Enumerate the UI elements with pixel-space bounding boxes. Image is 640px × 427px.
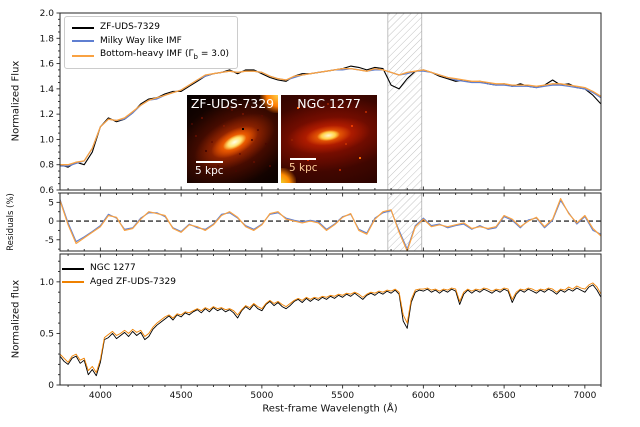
inset-title: NGC 1277 bbox=[297, 96, 361, 111]
galaxy-image-zf-uds-7329: ZF-UDS-7329 5 kpc bbox=[187, 95, 278, 183]
legend-label: NGC 1277 bbox=[90, 263, 136, 273]
svg-text:5500: 5500 bbox=[331, 391, 354, 401]
svg-text:0: 0 bbox=[48, 217, 54, 227]
legend-label: Aged ZF-UDS-7329 bbox=[90, 276, 176, 287]
x-axis-ticks bbox=[67, 193, 602, 251]
svg-text:0: 0 bbox=[48, 381, 54, 391]
legend-line-ngc-1277 bbox=[62, 267, 84, 270]
panel-spines bbox=[59, 253, 602, 386]
svg-text:0.5: 0.5 bbox=[40, 329, 54, 339]
svg-text:4000: 4000 bbox=[89, 391, 112, 401]
panel-spines bbox=[59, 192, 602, 252]
y-axis-ticks bbox=[56, 12, 60, 191]
legend-label: ZF-UDS-7329 bbox=[100, 22, 160, 32]
legend-line-milky-way-imf bbox=[72, 40, 94, 43]
svg-text:-5: -5 bbox=[45, 236, 54, 246]
masked-wavelength-region bbox=[387, 12, 423, 191]
legend-bottom: NGC 1277 Aged ZF-UDS-7329 bbox=[62, 262, 176, 289]
legend-line-aged-zf-uds-7329 bbox=[62, 281, 84, 284]
y-axis-tick-labels: 0.6 0.8 1.0 1.2 1.4 1.6 1.8 2.0 bbox=[40, 9, 55, 196]
inset-title: ZF-UDS-7329 bbox=[190, 96, 275, 111]
legend-line-bottom-heavy-imf bbox=[72, 55, 94, 58]
series-group bbox=[60, 65, 601, 168]
x-axis-ticks bbox=[67, 254, 602, 389]
legend-line-zf-uds-7329 bbox=[72, 26, 94, 29]
legend-entry: Bottom-heavy IMF (Γb = 3.0) bbox=[72, 48, 229, 64]
svg-text:1.8: 1.8 bbox=[40, 34, 55, 44]
scale-bar-label: 5 kpc bbox=[289, 162, 318, 174]
corner-artifact bbox=[260, 95, 278, 113]
svg-text:1.2: 1.2 bbox=[40, 110, 54, 120]
legend-label: Milky Way like IMF bbox=[100, 35, 182, 46]
scale-bar bbox=[196, 161, 223, 163]
svg-text:6500: 6500 bbox=[493, 391, 516, 401]
y-axis-ticks bbox=[56, 192, 60, 250]
scale-bar bbox=[290, 158, 316, 160]
series-bottom-heavy-imf-gamma-b-3-0- bbox=[60, 67, 601, 166]
x-axis-tick-labels: 4000 4500 5000 5500 6000 6500 7000 bbox=[89, 391, 597, 401]
masked-wavelength-region bbox=[387, 192, 423, 252]
series-group bbox=[60, 198, 601, 251]
x-axis-label: Rest-frame Wavelength (Å) bbox=[262, 403, 398, 415]
legend-entry: ZF-UDS-7329 bbox=[72, 21, 229, 35]
svg-text:1.4: 1.4 bbox=[40, 85, 55, 95]
scale-bar-label: 5 kpc bbox=[195, 165, 224, 177]
legend-entry: Aged ZF-UDS-7329 bbox=[62, 276, 176, 290]
svg-text:1.6: 1.6 bbox=[40, 60, 55, 70]
svg-text:5: 5 bbox=[48, 198, 54, 208]
series-ngc-1277 bbox=[60, 284, 601, 377]
legend-entry: Milky Way like IMF bbox=[72, 35, 229, 49]
y-axis-label-bottom: Normalized flux bbox=[10, 279, 22, 359]
svg-text:1.0: 1.0 bbox=[40, 278, 55, 288]
masked-pixel bbox=[241, 127, 244, 130]
legend-label: Bottom-heavy IMF (Γb = 3.0) bbox=[100, 49, 230, 61]
panel-top: 0.6 0.8 1.0 1.2 1.4 1.6 1.8 2.0 bbox=[40, 9, 602, 196]
series-milky-way-like-imf-residual bbox=[60, 199, 601, 250]
svg-text:1.0: 1.0 bbox=[40, 135, 55, 145]
svg-text:7000: 7000 bbox=[573, 391, 596, 401]
corner-artifact bbox=[281, 168, 296, 183]
svg-text:2.0: 2.0 bbox=[40, 9, 55, 19]
galaxy-image-ngc-1277: NGC 1277 5 kpc bbox=[281, 95, 377, 183]
panel-middle: -5 0 5 bbox=[45, 192, 602, 252]
panel-bottom: 4000 4500 5000 5500 6000 6500 7000 0 0.5 1.0 bbox=[40, 253, 602, 401]
svg-text:0.6: 0.6 bbox=[40, 186, 55, 196]
x-axis-ticks bbox=[67, 186, 602, 190]
series-aged-zf-uds-7329 bbox=[60, 282, 601, 374]
legend-entry: NGC 1277 bbox=[62, 262, 176, 276]
y-axis-tick-labels: -5 0 5 bbox=[45, 198, 54, 245]
y-axis-tick-labels: 0 0.5 1.0 bbox=[40, 278, 55, 391]
y-axis-label-top: Normalized Flux bbox=[10, 60, 22, 142]
svg-text:5000: 5000 bbox=[250, 391, 273, 401]
y-axis-label-middle: Residuals (%) bbox=[6, 193, 16, 251]
series-group bbox=[60, 282, 601, 377]
series-bottom-heavy-imf-residual bbox=[60, 198, 601, 251]
svg-text:6000: 6000 bbox=[412, 391, 435, 401]
y-axis-ticks bbox=[56, 260, 60, 386]
legend-top: ZF-UDS-7329 Milky Way like IMF Bottom-he… bbox=[64, 16, 239, 70]
svg-text:4500: 4500 bbox=[170, 391, 193, 401]
svg-text:0.8: 0.8 bbox=[40, 161, 55, 171]
